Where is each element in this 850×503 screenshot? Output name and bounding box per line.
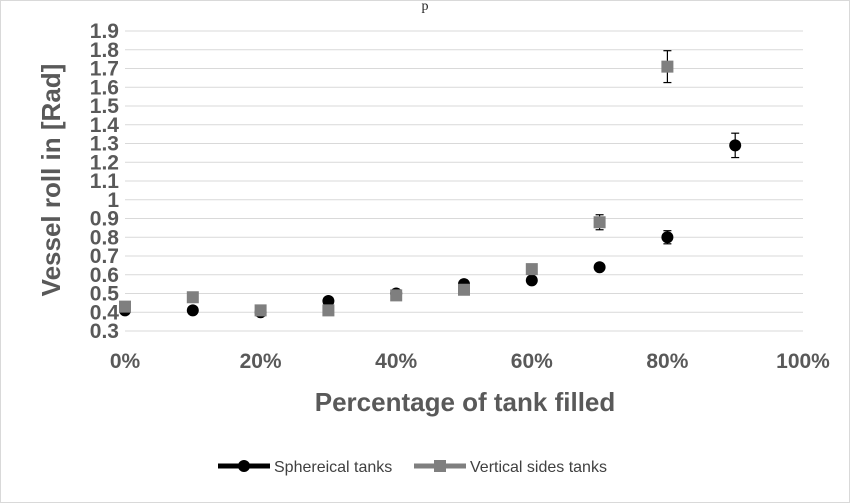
legend-marker-circle: [238, 460, 250, 472]
gridlines: [125, 30, 803, 332]
data-points: [119, 50, 742, 319]
data-point-vertical-sides: [390, 289, 403, 302]
x-tick-label: 20%: [240, 350, 282, 373]
y-tick-label: 0.6: [90, 264, 119, 287]
data-point-vertical-sides: [322, 304, 335, 317]
legend-marker-square: [434, 460, 446, 472]
y-tick-label: 1.3: [90, 133, 119, 156]
y-tick-label: 1.4: [90, 114, 120, 137]
x-tick-labels: 0% 20% 40% 60% 80% 100%: [110, 350, 830, 373]
data-point-vertical-sides: [525, 263, 538, 276]
y-tick-label: 1.9: [90, 20, 119, 43]
data-point-vertical-sides: [186, 291, 199, 304]
y-axis-label: Vessel roll in [Rad]: [36, 64, 66, 297]
data-point-sphereical: [661, 231, 674, 244]
y-tick-labels: 0.30.40.50.60.70.80.911.11.21.31.41.51.6…: [90, 20, 120, 343]
legend: Sphereical tanks Vertical sides tanks: [218, 459, 607, 476]
data-point-sphereical: [322, 295, 335, 307]
data-point-sphereical: [593, 261, 606, 274]
x-tick-label: 40%: [375, 350, 417, 373]
y-tick-label: 0.8: [90, 226, 120, 249]
chart-title-fragment: p: [422, 0, 429, 14]
data-point-vertical-sides: [458, 283, 470, 296]
data-point-vertical-sides: [593, 216, 606, 229]
y-tick-label: 1.1: [90, 170, 120, 193]
legend-label: Vertical sides tanks: [470, 459, 607, 476]
y-tick-label: 1.6: [90, 76, 119, 99]
data-point-vertical-sides: [661, 60, 674, 73]
y-tick-label: 1.2: [90, 151, 119, 174]
y-tick-label: 0.9: [90, 208, 119, 231]
data-point-sphereical: [525, 274, 538, 287]
y-tick-label: 0.5: [90, 283, 120, 306]
y-tick-label: 1.8: [90, 39, 120, 62]
legend-label: Sphereical tanks: [274, 459, 392, 476]
data-point-sphereical: [186, 304, 199, 317]
data-point-sphereical: [729, 139, 742, 152]
y-tick-label: 1: [107, 189, 119, 212]
x-tick-label: 60%: [511, 350, 553, 373]
x-tick-label: 80%: [646, 350, 688, 373]
data-point-vertical-sides: [254, 304, 267, 317]
x-tick-label: 0%: [110, 350, 141, 373]
y-tick-label: 0.7: [90, 245, 119, 268]
y-tick-label: 0.4: [90, 301, 120, 324]
y-tick-label: 0.3: [90, 320, 119, 343]
data-point-vertical-sides: [119, 300, 131, 313]
y-tick-label: 1.5: [90, 95, 120, 118]
x-axis-label: Percentage of tank filled: [315, 387, 616, 417]
y-tick-label: 1.7: [90, 58, 119, 81]
x-tick-label: 100%: [776, 350, 830, 373]
